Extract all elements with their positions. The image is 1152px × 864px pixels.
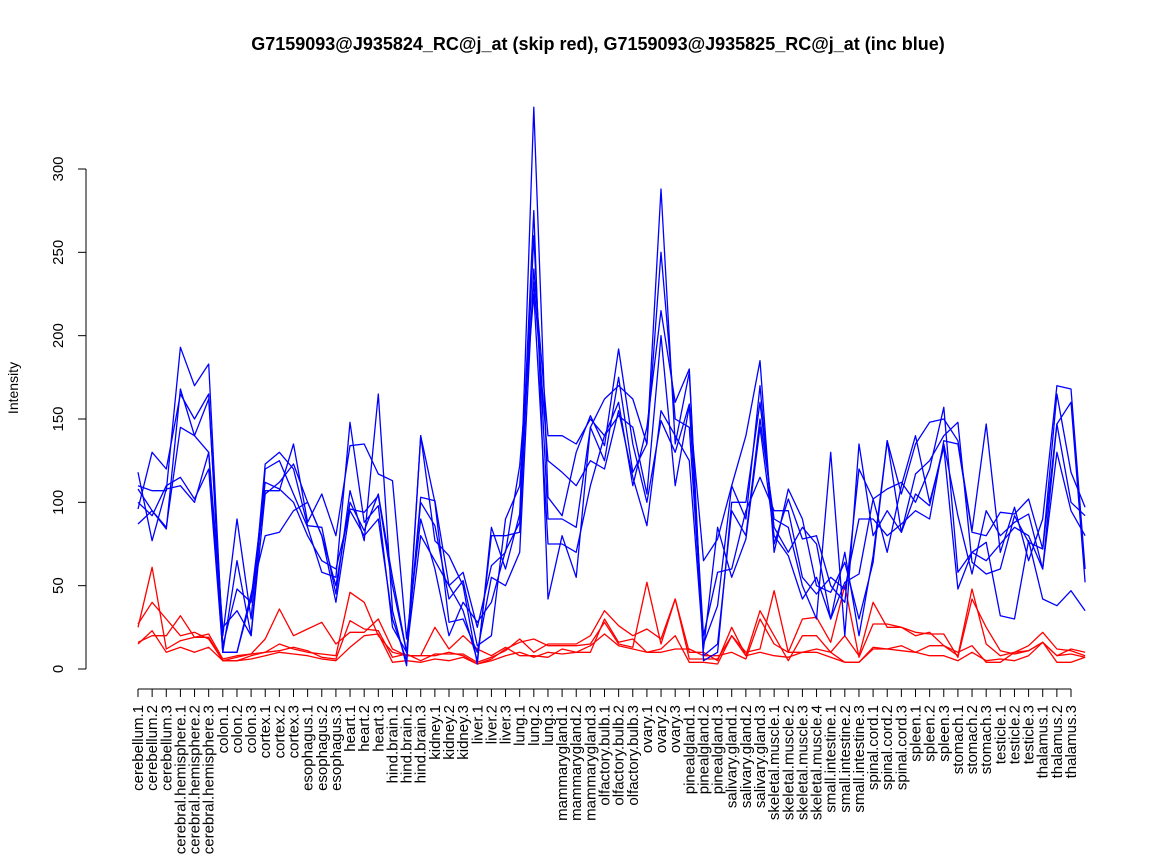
x-tick-label: cerebellum.3 (158, 705, 175, 791)
x-tick-label: stomach.3 (978, 705, 995, 774)
y-tick-label: 0 (50, 665, 67, 673)
x-tick-label: mammarygland.1 (554, 705, 571, 821)
x-tick-label: small.intestine.2 (837, 705, 854, 813)
x-tick-label: kidney.3 (455, 705, 472, 760)
x-tick-label: heart.2 (356, 705, 373, 752)
x-tick-label: small.intestine.3 (851, 705, 868, 813)
x-tick-label: salivary.gland.2 (738, 705, 755, 808)
x-tick-label: salivary.gland.3 (752, 705, 769, 808)
x-tick-label: liver.3 (498, 705, 515, 744)
x-tick-label: small.intestine.1 (823, 705, 840, 813)
x-tick-label: testicle.1 (992, 705, 1009, 764)
x-tick-label: colon.3 (243, 705, 260, 753)
x-tick-label: spinal.cord.1 (865, 705, 882, 790)
x-tick-label: mammarygland.2 (568, 705, 585, 821)
x-tick-label: cerebral.hemisphere.3 (201, 705, 218, 854)
x-tick-label: cerebral.hemisphere.2 (187, 705, 204, 854)
x-tick-label: thalamus.1 (1035, 705, 1052, 778)
x-tick-label: ovary.1 (639, 705, 656, 753)
x-tick-label: cortex.2 (271, 705, 288, 758)
y-tick-label: 150 (50, 406, 67, 431)
x-tick-label: hind.brain.3 (413, 705, 430, 783)
x-tick-label: pinealgland.2 (695, 705, 712, 794)
x-tick-label: skeletal.muscle.3 (794, 705, 811, 820)
x-tick-label: salivary.gland.1 (724, 705, 741, 808)
y-axis: 0 50 100 150 200 250 300 (50, 156, 87, 673)
x-tick-label: cerebellum.1 (130, 705, 147, 791)
series-line-inc-7 (137, 188, 1086, 667)
x-tick-label: stomach.2 (964, 705, 981, 774)
x-tick-label: olfactory.bulb.1 (597, 705, 614, 806)
y-tick-label: 300 (50, 156, 67, 181)
series-line-inc-10 (137, 281, 1086, 653)
x-tick-label: spleen.2 (922, 705, 939, 762)
series-line-skip-3 (137, 581, 1086, 665)
x-tick-label: thalamus.2 (1049, 705, 1066, 778)
y-tick-label: 250 (50, 240, 67, 265)
x-tick-label: lung.3 (540, 705, 557, 746)
x-tick-label: kidney.2 (441, 705, 458, 760)
x-tick-label: cerebral.hemisphere.1 (172, 705, 189, 854)
series-line-skip-4 (137, 591, 1086, 663)
x-tick-label: testicle.2 (1006, 705, 1023, 764)
y-tick-label: 100 (50, 490, 67, 515)
x-tick-label: skeletal.muscle.4 (809, 705, 826, 820)
y-tick-label: 200 (50, 323, 67, 348)
x-tick-label: ovary.2 (653, 705, 670, 753)
x-tick-label: skeletal.muscle.1 (766, 705, 783, 820)
x-tick-label: colon.1 (215, 705, 232, 753)
series-line-skip-1 (137, 566, 1086, 663)
x-tick-label: cortex.1 (257, 705, 274, 758)
x-tick-label: olfactory.bulb.3 (625, 705, 642, 806)
x-tick-label: testicle.3 (1021, 705, 1038, 764)
x-tick-label: spleen.1 (908, 705, 925, 762)
series-line-inc-8 (137, 293, 1086, 653)
x-tick-label: esophagus.2 (314, 705, 331, 791)
x-tick-label: spinal.cord.2 (879, 705, 896, 790)
x-tick-label: esophagus.3 (328, 705, 345, 791)
y-tick-label: 50 (50, 577, 67, 594)
x-tick-label: esophagus.1 (300, 705, 317, 791)
x-tick-label: heart.1 (342, 705, 359, 752)
x-tick-label: lung.1 (512, 705, 529, 746)
x-tick-label: spinal.cord.3 (893, 705, 910, 790)
x-tick-label: kidney.1 (427, 705, 444, 760)
x-tick-label: pinealgland.3 (710, 705, 727, 794)
x-tick-label: pinealgland.1 (681, 705, 698, 794)
x-tick-label: stomach.1 (950, 705, 967, 774)
chart-title: G7159093@J935824_RC@j_at (skip red), G71… (251, 34, 945, 54)
series-line-skip-2 (137, 630, 1086, 665)
x-tick-label: hind.brain.1 (384, 705, 401, 783)
x-axis: cerebellum.1cerebellum.2cerebellum.3cere… (130, 688, 1080, 854)
x-tick-label: heart.3 (370, 705, 387, 752)
x-tick-label: colon.2 (229, 705, 246, 753)
x-tick-label: lung.2 (526, 705, 543, 746)
x-tick-label: thalamus.3 (1063, 705, 1080, 778)
x-tick-label: spleen.3 (936, 705, 953, 762)
series-line-inc-6 (137, 235, 1086, 662)
x-tick-label: ovary.3 (667, 705, 684, 753)
series-line-inc-5 (137, 268, 1086, 662)
x-tick-label: olfactory.bulb.2 (611, 705, 628, 806)
x-tick-label: liver.1 (469, 705, 486, 744)
y-axis-label: Intensity (5, 362, 21, 414)
x-tick-label: hind.brain.2 (399, 705, 416, 783)
x-tick-label: cortex.3 (286, 705, 303, 758)
x-tick-label: cerebellum.2 (144, 705, 161, 791)
x-tick-label: mammarygland.3 (582, 705, 599, 821)
x-tick-label: liver.2 (483, 705, 500, 744)
series-group (137, 106, 1086, 667)
series-line-inc-9 (137, 106, 1086, 647)
x-tick-label: skeletal.muscle.2 (780, 705, 797, 820)
